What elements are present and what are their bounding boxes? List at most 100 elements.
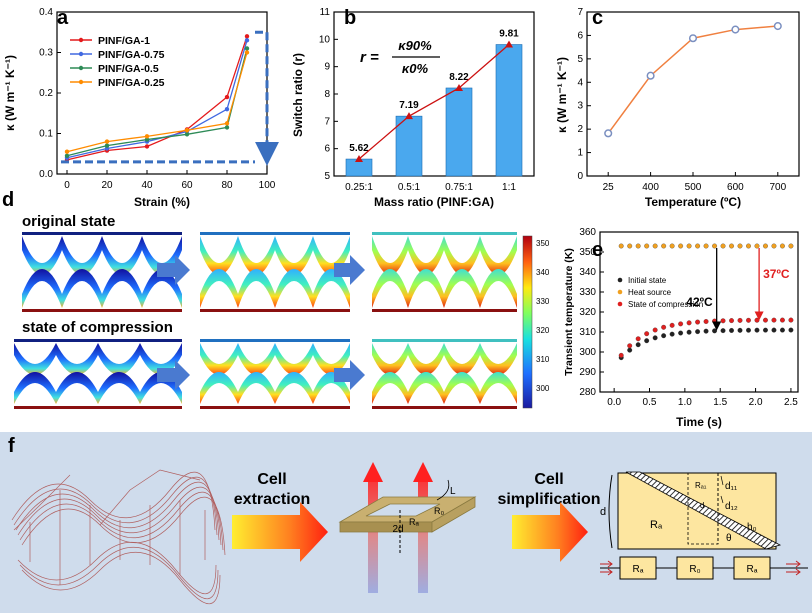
data-point xyxy=(224,125,230,130)
y-tick-label: 330 xyxy=(579,287,596,298)
x-tick-label: 2.5 xyxy=(784,397,798,408)
switch-ratio-formula: r = κ90% κ0% xyxy=(360,38,440,76)
data-point xyxy=(618,243,624,249)
data-point xyxy=(244,38,250,43)
data-point xyxy=(144,134,150,139)
diag-label-d: d xyxy=(600,506,606,518)
triangle-marker xyxy=(455,83,463,91)
data-point xyxy=(661,324,667,330)
compression-state-label: state of compression xyxy=(22,319,173,336)
data-point xyxy=(686,329,692,335)
y-tick-label: 0.3 xyxy=(39,48,53,59)
data-point xyxy=(703,243,709,249)
x-tick-label: 80 xyxy=(221,180,233,191)
data-point xyxy=(144,144,150,149)
legend-label: PINF/GA-0.75 xyxy=(98,49,165,61)
y-tick-label: 11 xyxy=(320,7,331,18)
diag-label-d12: d₁₂ xyxy=(725,501,738,512)
colorbar xyxy=(522,235,533,409)
x-tick-label: 1:1 xyxy=(502,182,516,193)
y-tick-label: 280 xyxy=(579,387,596,398)
legend-marker xyxy=(78,65,84,71)
data-point xyxy=(729,243,734,249)
data-point xyxy=(703,319,709,324)
gradient-arrow-right-icon xyxy=(512,502,588,562)
y-tick-label: 7 xyxy=(577,7,583,18)
data-point xyxy=(695,329,701,335)
x-tick-label: 0.5:1 xyxy=(398,182,421,193)
panel-e-xlabel: Time (s) xyxy=(676,415,722,429)
compressed-cell-3 xyxy=(372,339,517,409)
data-point xyxy=(779,317,785,323)
diag-label-h0: h₀ xyxy=(747,522,757,533)
legend-label: PINF/GA-1 xyxy=(98,35,150,47)
data-point xyxy=(644,243,650,249)
arrow-right-icon xyxy=(334,360,365,390)
legend-label: Heat source xyxy=(628,288,672,297)
x-tick-label: 700 xyxy=(769,182,786,193)
bar xyxy=(445,87,473,177)
panel-d-letter: d xyxy=(2,189,14,211)
data-point xyxy=(144,137,150,142)
data-point xyxy=(779,243,785,249)
x-tick-label: 2.0 xyxy=(749,397,763,408)
data-point xyxy=(720,318,726,324)
legend-marker xyxy=(78,79,84,85)
compressed-cell-1 xyxy=(14,339,182,409)
formula-lhs: r = xyxy=(360,49,379,66)
data-point xyxy=(604,129,613,138)
data-point xyxy=(224,94,230,100)
data-point xyxy=(64,149,70,154)
original-state-label: original state xyxy=(22,213,115,230)
resistor-network: Rₐ R₀ Rₐ xyxy=(600,556,808,580)
data-point xyxy=(627,347,633,353)
gradient-arrow-right-icon xyxy=(232,502,328,562)
data-point xyxy=(669,243,675,249)
triangle-marker xyxy=(355,155,363,163)
panel-b-xlabel: Mass ratio (PINF:GA) xyxy=(374,195,494,209)
panel-f-schematic: f Cell extraction xyxy=(0,432,812,613)
panel-b-chart: b 5 6 7 8 9 10 11 0.25:1 5.62 0.5:1 7.19 0.75:1 8.2… xyxy=(291,7,535,209)
cell-label-2d: 2d xyxy=(392,524,403,535)
cell-label-r0: R₀ xyxy=(434,506,444,516)
y-tick-label: 1 xyxy=(577,148,583,159)
panel-b-ylabel: Switch ratio (r) xyxy=(291,53,305,137)
series-line xyxy=(66,52,248,153)
data-point xyxy=(763,317,768,323)
x-tick-label: 600 xyxy=(727,182,744,193)
data-point xyxy=(695,243,701,249)
data-point xyxy=(688,34,698,43)
legend-marker xyxy=(617,289,623,295)
data-label: 5.62 xyxy=(349,143,369,154)
data-point xyxy=(763,243,768,249)
arrow-right-icon xyxy=(157,360,190,390)
x-tick-label: 100 xyxy=(259,180,276,191)
x-tick-label: 0.75:1 xyxy=(445,182,473,193)
y-tick-label: 350 xyxy=(579,247,596,258)
step1-line1: Cell xyxy=(257,471,286,488)
panel-a-xlabel: Strain (%) xyxy=(134,195,190,209)
data-point xyxy=(678,330,684,336)
original-cell-3 xyxy=(372,232,517,312)
panel-a-chart: a 0.0 0.1 0.2 0.3 0.4 0 20 40 60 80 100 PINF/GA-1 P… xyxy=(3,7,279,209)
y-tick-label: 0.1 xyxy=(39,129,53,140)
data-point xyxy=(64,153,70,158)
data-point xyxy=(646,71,655,80)
step1-line2: extraction xyxy=(234,491,310,508)
data-point xyxy=(737,327,743,333)
simplified-cell-diagram: d Rₐ Rₐ₁ d d₁₁ d₁₂ h₀ θ xyxy=(600,471,782,550)
formula-numerator: κ90% xyxy=(398,38,432,53)
step2-line1: Cell xyxy=(534,471,563,488)
extracted-cell: L R₀ Rₐ 2d xyxy=(338,462,477,593)
arrow-right-icon xyxy=(334,255,365,285)
x-tick-label: 60 xyxy=(181,180,193,191)
bar xyxy=(395,115,423,177)
arrow-right-icon xyxy=(157,255,190,285)
diag-label-d11: d₁₁ xyxy=(725,481,738,492)
y-tick-label: 290 xyxy=(579,367,596,378)
y-tick-label: 6 xyxy=(577,30,583,41)
data-point xyxy=(746,243,751,249)
data-point xyxy=(244,46,250,51)
y-tick-label: 3 xyxy=(577,101,583,112)
triangle-marker xyxy=(505,40,513,48)
